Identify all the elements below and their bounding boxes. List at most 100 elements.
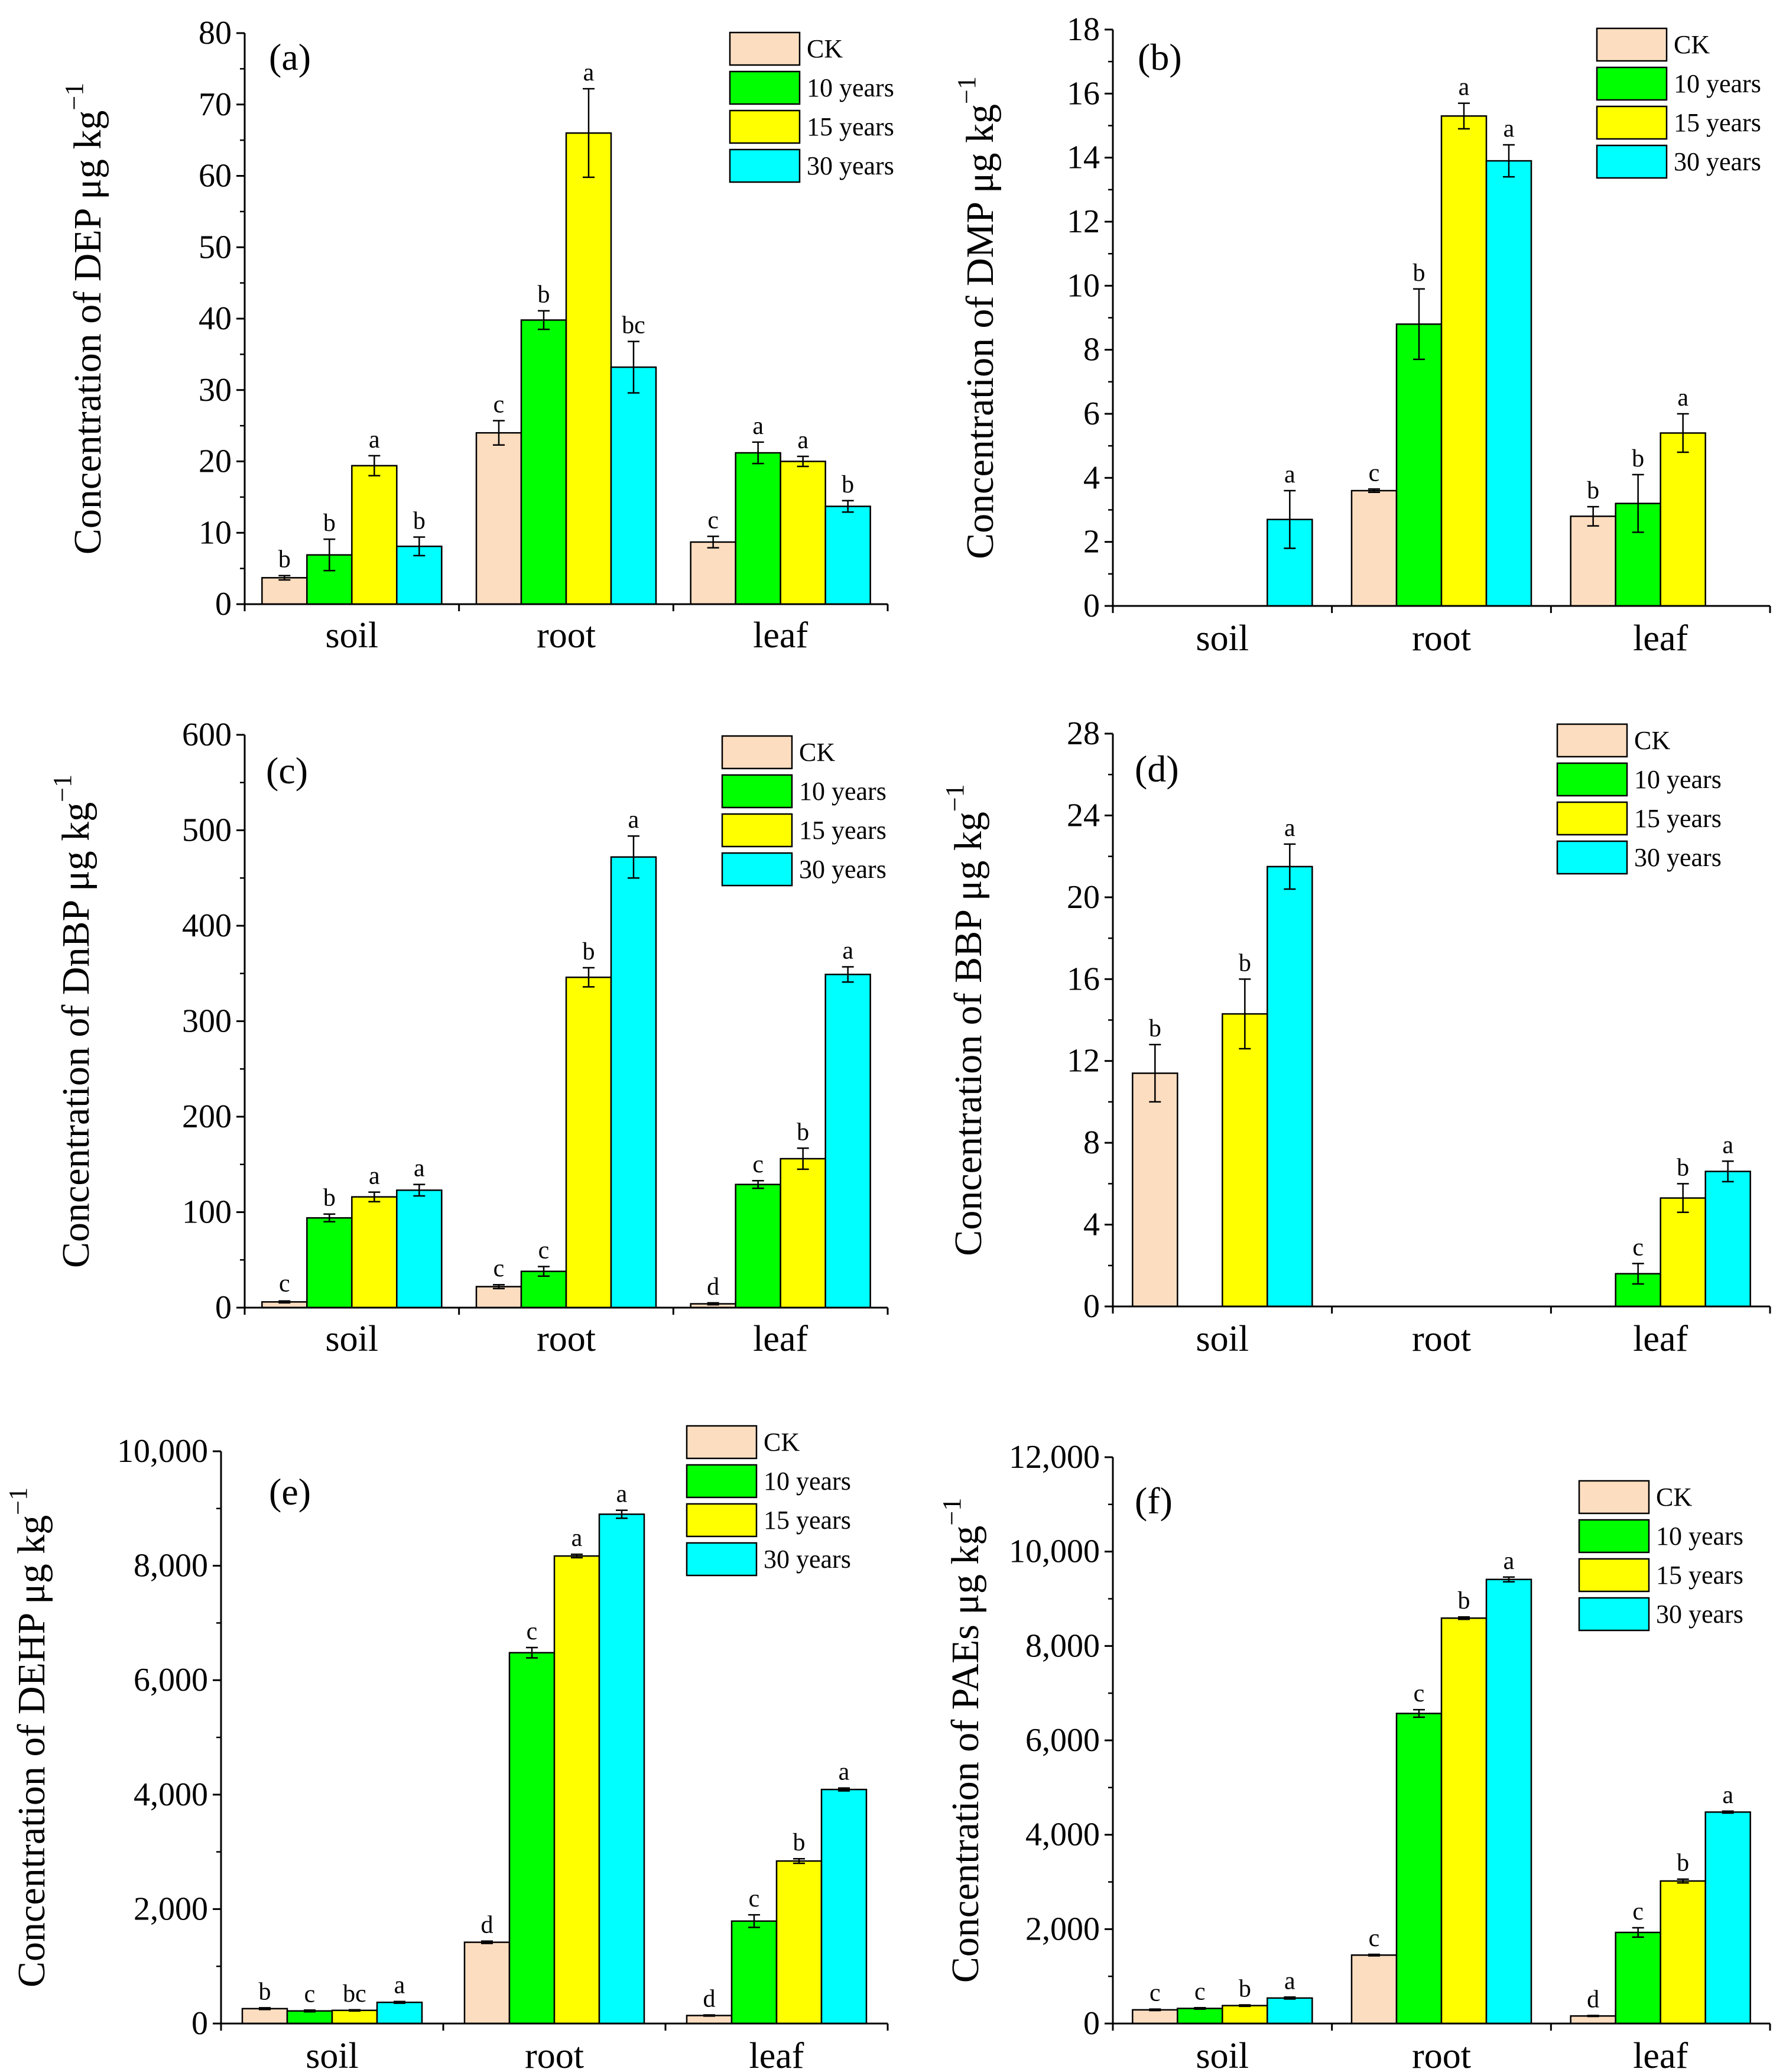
y-tick-label: 4 [1083, 459, 1100, 496]
legend-swatch [1578, 1519, 1650, 1554]
y-tick-label: 0 [1083, 1288, 1100, 1325]
y-axis-title-main: Concentration of DMP [959, 193, 1002, 559]
bar [1660, 1197, 1706, 1308]
significance-letter: a [394, 1972, 405, 1999]
legend-label: 30 years [799, 855, 886, 884]
legend-label: 10 years [764, 1467, 851, 1496]
y-tick-label: 300 [182, 1003, 232, 1040]
legend-swatch [1578, 1558, 1650, 1593]
significance-letter: a [1284, 1967, 1295, 1995]
bar [1660, 432, 1706, 607]
bar [824, 505, 871, 605]
y-tick-label: 400 [182, 907, 232, 944]
y-tick-label: 100 [182, 1194, 232, 1231]
y-tick-label: 0 [191, 2005, 208, 2042]
significance-letter: c [1632, 1234, 1644, 1261]
y-tick-label: 0 [215, 586, 232, 622]
chart-panel-c: b a a soil c c b a root d c b a leaf c 0 100 200 300 400 500… [48, 716, 889, 1359]
bar [1395, 1713, 1443, 2025]
panel-label: (c) [266, 750, 308, 792]
x-tick-label: soil [326, 1319, 379, 1359]
y-tick-label: 6 [1083, 395, 1100, 432]
legend-swatch [1556, 723, 1628, 758]
x-tick-label: root [525, 2036, 584, 2072]
y-axis-title-unit: μg kg [959, 104, 1002, 193]
y-tick-label: 70 [199, 86, 232, 123]
bar [376, 2001, 423, 2025]
x-tick-label: leaf [753, 615, 808, 656]
bar [690, 541, 736, 605]
y-tick-label: 4 [1083, 1207, 1100, 1243]
significance-letter: c [304, 1980, 316, 2008]
legend-label: 10 years [1674, 69, 1761, 98]
panel-label: (d) [1135, 748, 1179, 790]
significance-letter: a [1284, 461, 1295, 488]
bar [1350, 489, 1398, 607]
significance-letter: b [413, 507, 426, 534]
significance-letter: c [1194, 1978, 1206, 2005]
bar [1177, 2008, 1223, 2025]
y-tick-label: 18 [1067, 11, 1100, 48]
y-tick-label: 0 [215, 1289, 232, 1326]
x-tick-label: leaf [749, 2036, 804, 2072]
panel-label: (a) [269, 36, 311, 78]
y-axis-title: Concentration of BBP μg kg−1 [940, 784, 990, 1256]
significance-letter: c [279, 1270, 290, 1297]
significance-letter: c [752, 1151, 764, 1178]
legend-swatch [721, 813, 793, 848]
chart-panel-b: a soil c b a a root b b a leaf 0 2 4 6 8 10 12 14 16 18 Conce… [952, 11, 1771, 659]
significance-letter: d [481, 1912, 493, 1939]
bar [1440, 115, 1488, 607]
significance-letter: a [1722, 1782, 1733, 1809]
significance-letter: b [323, 510, 336, 537]
bar [824, 974, 871, 1309]
legend-label: 10 years [799, 777, 886, 806]
y-axis-title-unit: μg kg [66, 111, 109, 200]
y-axis-title-main: Concentration of DEHP [10, 1604, 53, 1987]
x-tick-label: leaf [1633, 2036, 1688, 2072]
y-tick-label: 40 [199, 300, 232, 337]
y-tick-label: 8,000 [134, 1548, 208, 1584]
bar [1267, 1997, 1313, 2025]
significance-letter: b [797, 1118, 809, 1146]
bar [306, 1217, 353, 1309]
bar [1222, 1013, 1268, 1308]
legend-label: 10 years [807, 73, 894, 102]
significance-letter: d [703, 1985, 716, 2012]
bar [463, 1941, 511, 2025]
legend-swatch [1578, 1480, 1650, 1515]
y-axis-title-unit: μg kg [947, 812, 990, 901]
significance-letter: d [1587, 1986, 1599, 2013]
y-axis-title-exponent: −1 [940, 784, 969, 812]
y-tick-label: 600 [182, 716, 232, 753]
bar [1485, 160, 1532, 607]
y-tick-label: 8 [1083, 332, 1100, 368]
significance-letter: a [583, 59, 595, 86]
chart-panel-e: b c bc asoildcaarootdcbaleaf02,0004,0006,00… [4, 1425, 889, 2072]
y-axis-title-unit: μg kg [944, 1526, 987, 1615]
bar [1570, 515, 1616, 607]
legend-label: 30 years [1656, 1600, 1743, 1629]
significance-letter: a [571, 1525, 583, 1552]
y-tick-label: 24 [1067, 797, 1100, 834]
y-tick-label: 200 [182, 1098, 232, 1135]
legend-label: CK [807, 34, 843, 63]
bar [331, 2009, 378, 2025]
x-tick-label: soil [1196, 618, 1249, 659]
legend-label: 15 years [764, 1506, 851, 1535]
legend-label: CK [1634, 726, 1670, 755]
y-tick-label: 50 [199, 229, 232, 265]
bar [553, 1555, 600, 2025]
legend-label: CK [1656, 1483, 1692, 1512]
legend-swatch [721, 774, 793, 809]
y-tick-label: 8,000 [1025, 1627, 1100, 1664]
bar [1440, 1617, 1488, 2025]
bar [598, 1513, 645, 2025]
significance-letter: a [1677, 384, 1688, 411]
bar [1660, 1880, 1706, 2025]
significance-letter: a [1284, 815, 1295, 842]
chart-panel-f: c c b a soil c c b a root d c b a leaf 0 2,000 4,000 6,000… [937, 1439, 1771, 2072]
y-tick-label: 80 [199, 15, 232, 51]
significance-letter: a [414, 1155, 425, 1182]
y-tick-label: 30 [199, 372, 232, 408]
